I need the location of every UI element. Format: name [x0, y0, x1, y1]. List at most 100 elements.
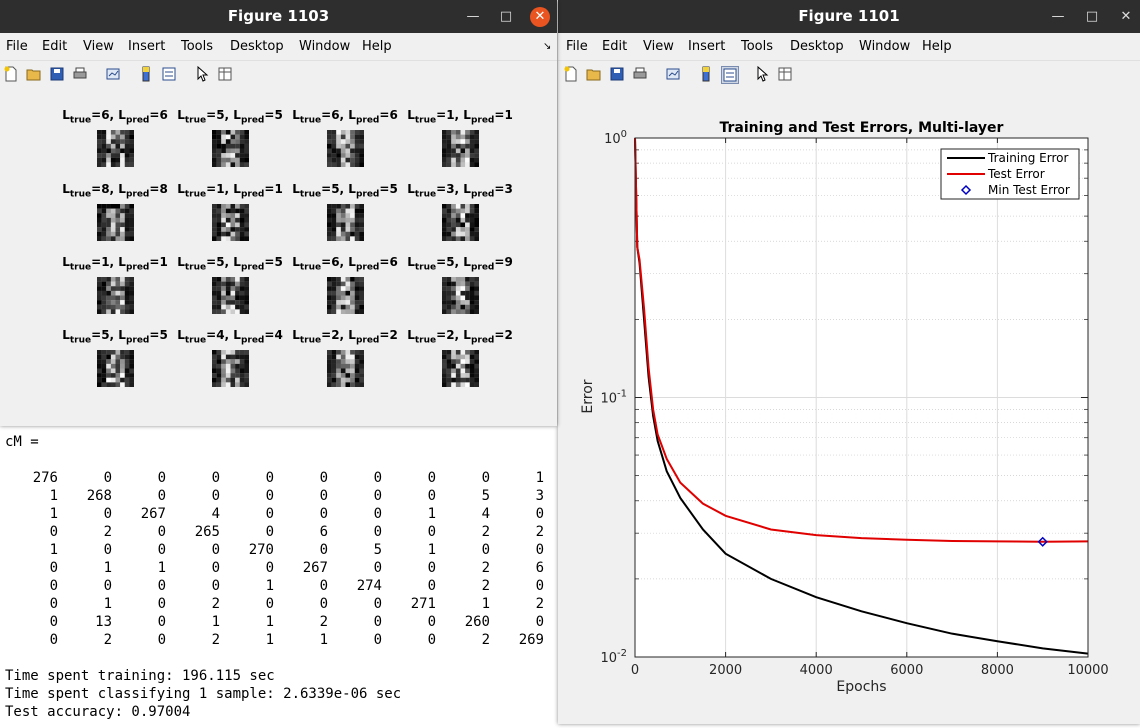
save-icon[interactable]: [609, 66, 625, 82]
menu-window[interactable]: Window: [859, 39, 911, 54]
cm-cell: 0: [373, 524, 382, 540]
cm-cell: 0: [373, 560, 382, 576]
cm-cell: 267: [140, 506, 166, 522]
print-icon[interactable]: [72, 66, 88, 82]
cm-cell: 1: [49, 506, 58, 522]
error-chart[interactable]: 0 2000 4000 6000 8000 10000 10-2 10-1 100 Trainin…: [558, 88, 1140, 724]
cm-cell: 2: [535, 524, 544, 540]
cm-cell: 0: [103, 506, 112, 522]
pointer-icon[interactable]: [754, 66, 770, 82]
digit-image: [97, 130, 134, 167]
menu-window[interactable]: Window: [299, 39, 351, 54]
cm-cell: 1: [535, 470, 544, 486]
cm-cell: 0: [427, 560, 436, 576]
digit-image: [212, 204, 249, 241]
cm-cell: 2: [319, 614, 328, 630]
test-error-line: [634, 137, 1089, 543]
open-file-icon[interactable]: [26, 66, 42, 82]
cm-cell: 0: [319, 596, 328, 612]
cm-cell: 0: [49, 560, 58, 576]
menu-tools[interactable]: Tools: [741, 39, 774, 54]
dock-arrow-icon[interactable]: ↘: [543, 41, 552, 52]
figure-toolbar: [0, 60, 557, 89]
digit-image: [442, 350, 479, 387]
y-tick-label: 10-2: [600, 648, 627, 666]
command-window: cM = 276 0 0 0 0 0 0 0 0 1 1 268 0 0 0 0 0 0 5 3 1 0 267 4 0 0 0 1 4…: [0, 425, 557, 724]
cm-cell: 0: [157, 578, 166, 594]
close-button[interactable]: ✕: [1120, 9, 1132, 24]
maximize-button[interactable]: □: [1085, 9, 1099, 24]
digit-label: Ltrue=2, Lpred=2: [407, 328, 513, 346]
menu-help[interactable]: Help: [922, 39, 952, 54]
cm-cell: 1: [211, 614, 220, 630]
new-figure-icon[interactable]: [3, 66, 19, 82]
cm-cell: 0: [211, 542, 220, 558]
close-button[interactable]: ✕: [530, 7, 550, 27]
link-plot-icon[interactable]: [665, 66, 681, 82]
cm-cell: 0: [157, 542, 166, 558]
menu-file[interactable]: File: [566, 39, 588, 54]
cm-cell: 0: [265, 596, 274, 612]
menu-bar: File Edit View Insert Tools Desktop Wind…: [558, 33, 1140, 60]
minimize-button[interactable]: —: [1051, 9, 1065, 24]
legend-icon[interactable]: [161, 66, 177, 82]
legend-label: Test Error: [987, 167, 1045, 181]
cm-cell: 2: [481, 632, 490, 648]
digit-image: [97, 350, 134, 387]
cm-cell: 0: [157, 614, 166, 630]
cm-cell: 0: [103, 578, 112, 594]
menu-desktop[interactable]: Desktop: [790, 39, 844, 54]
cm-cell: 0: [265, 488, 274, 504]
cm-cell: 2: [211, 632, 220, 648]
cm-cell: 274: [356, 578, 382, 594]
menu-view[interactable]: View: [643, 39, 674, 54]
digit-image: [327, 277, 364, 314]
digit-image: [327, 130, 364, 167]
menu-tools[interactable]: Tools: [181, 39, 214, 54]
print-icon[interactable]: [632, 66, 648, 82]
digit-image: [97, 277, 134, 314]
cm-cell: 1: [265, 614, 274, 630]
cm-cell: 0: [427, 578, 436, 594]
property-editor-icon[interactable]: [777, 66, 793, 82]
menu-edit[interactable]: Edit: [602, 39, 628, 54]
digit-image: [442, 130, 479, 167]
cm-cell: 0: [319, 506, 328, 522]
menu-edit[interactable]: Edit: [42, 39, 68, 54]
minimize-button[interactable]: —: [466, 9, 480, 24]
pointer-icon[interactable]: [194, 66, 210, 82]
digit-label: Ltrue=1, Lpred=1: [177, 182, 283, 200]
figure-1103-window[interactable]: Figure 1103 — □ ✕ File Edit View Insert …: [0, 0, 557, 426]
title-bar[interactable]: Figure 1101 — □ ✕: [558, 0, 1140, 33]
digit-label: Ltrue=5, Lpred=5: [177, 108, 283, 126]
maximize-button[interactable]: □: [499, 9, 513, 24]
cm-cell: 0: [427, 470, 436, 486]
x-tick-label: 4000: [800, 663, 833, 678]
cm-cell: 0: [157, 632, 166, 648]
colorbar-icon[interactable]: [138, 66, 154, 82]
colorbar-icon[interactable]: [698, 66, 714, 82]
legend-icon[interactable]: [721, 66, 739, 84]
save-icon[interactable]: [49, 66, 65, 82]
new-figure-icon[interactable]: [563, 66, 579, 82]
property-editor-icon[interactable]: [217, 66, 233, 82]
title-bar[interactable]: Figure 1103 — □ ✕: [0, 0, 557, 33]
y-tick-label: 100: [604, 129, 627, 147]
cm-cell: 0: [427, 614, 436, 630]
menu-view[interactable]: View: [83, 39, 114, 54]
menu-desktop[interactable]: Desktop: [230, 39, 284, 54]
min-test-error-marker: [1037, 536, 1048, 547]
cm-cell: 6: [319, 524, 328, 540]
menu-help[interactable]: Help: [362, 39, 392, 54]
menu-file[interactable]: File: [6, 39, 28, 54]
window-title: Figure 1101: [798, 7, 900, 25]
menu-insert[interactable]: Insert: [688, 39, 726, 54]
figure-1101-window[interactable]: Figure 1101 — □ ✕ File Edit View Insert …: [558, 0, 1140, 724]
cm-cell: 0: [319, 488, 328, 504]
open-file-icon[interactable]: [586, 66, 602, 82]
cm-cell: 5: [481, 488, 490, 504]
digit-label: Ltrue=6, Lpred=6: [292, 108, 398, 126]
cm-cell: 2: [535, 596, 544, 612]
link-plot-icon[interactable]: [105, 66, 121, 82]
menu-insert[interactable]: Insert: [128, 39, 166, 54]
